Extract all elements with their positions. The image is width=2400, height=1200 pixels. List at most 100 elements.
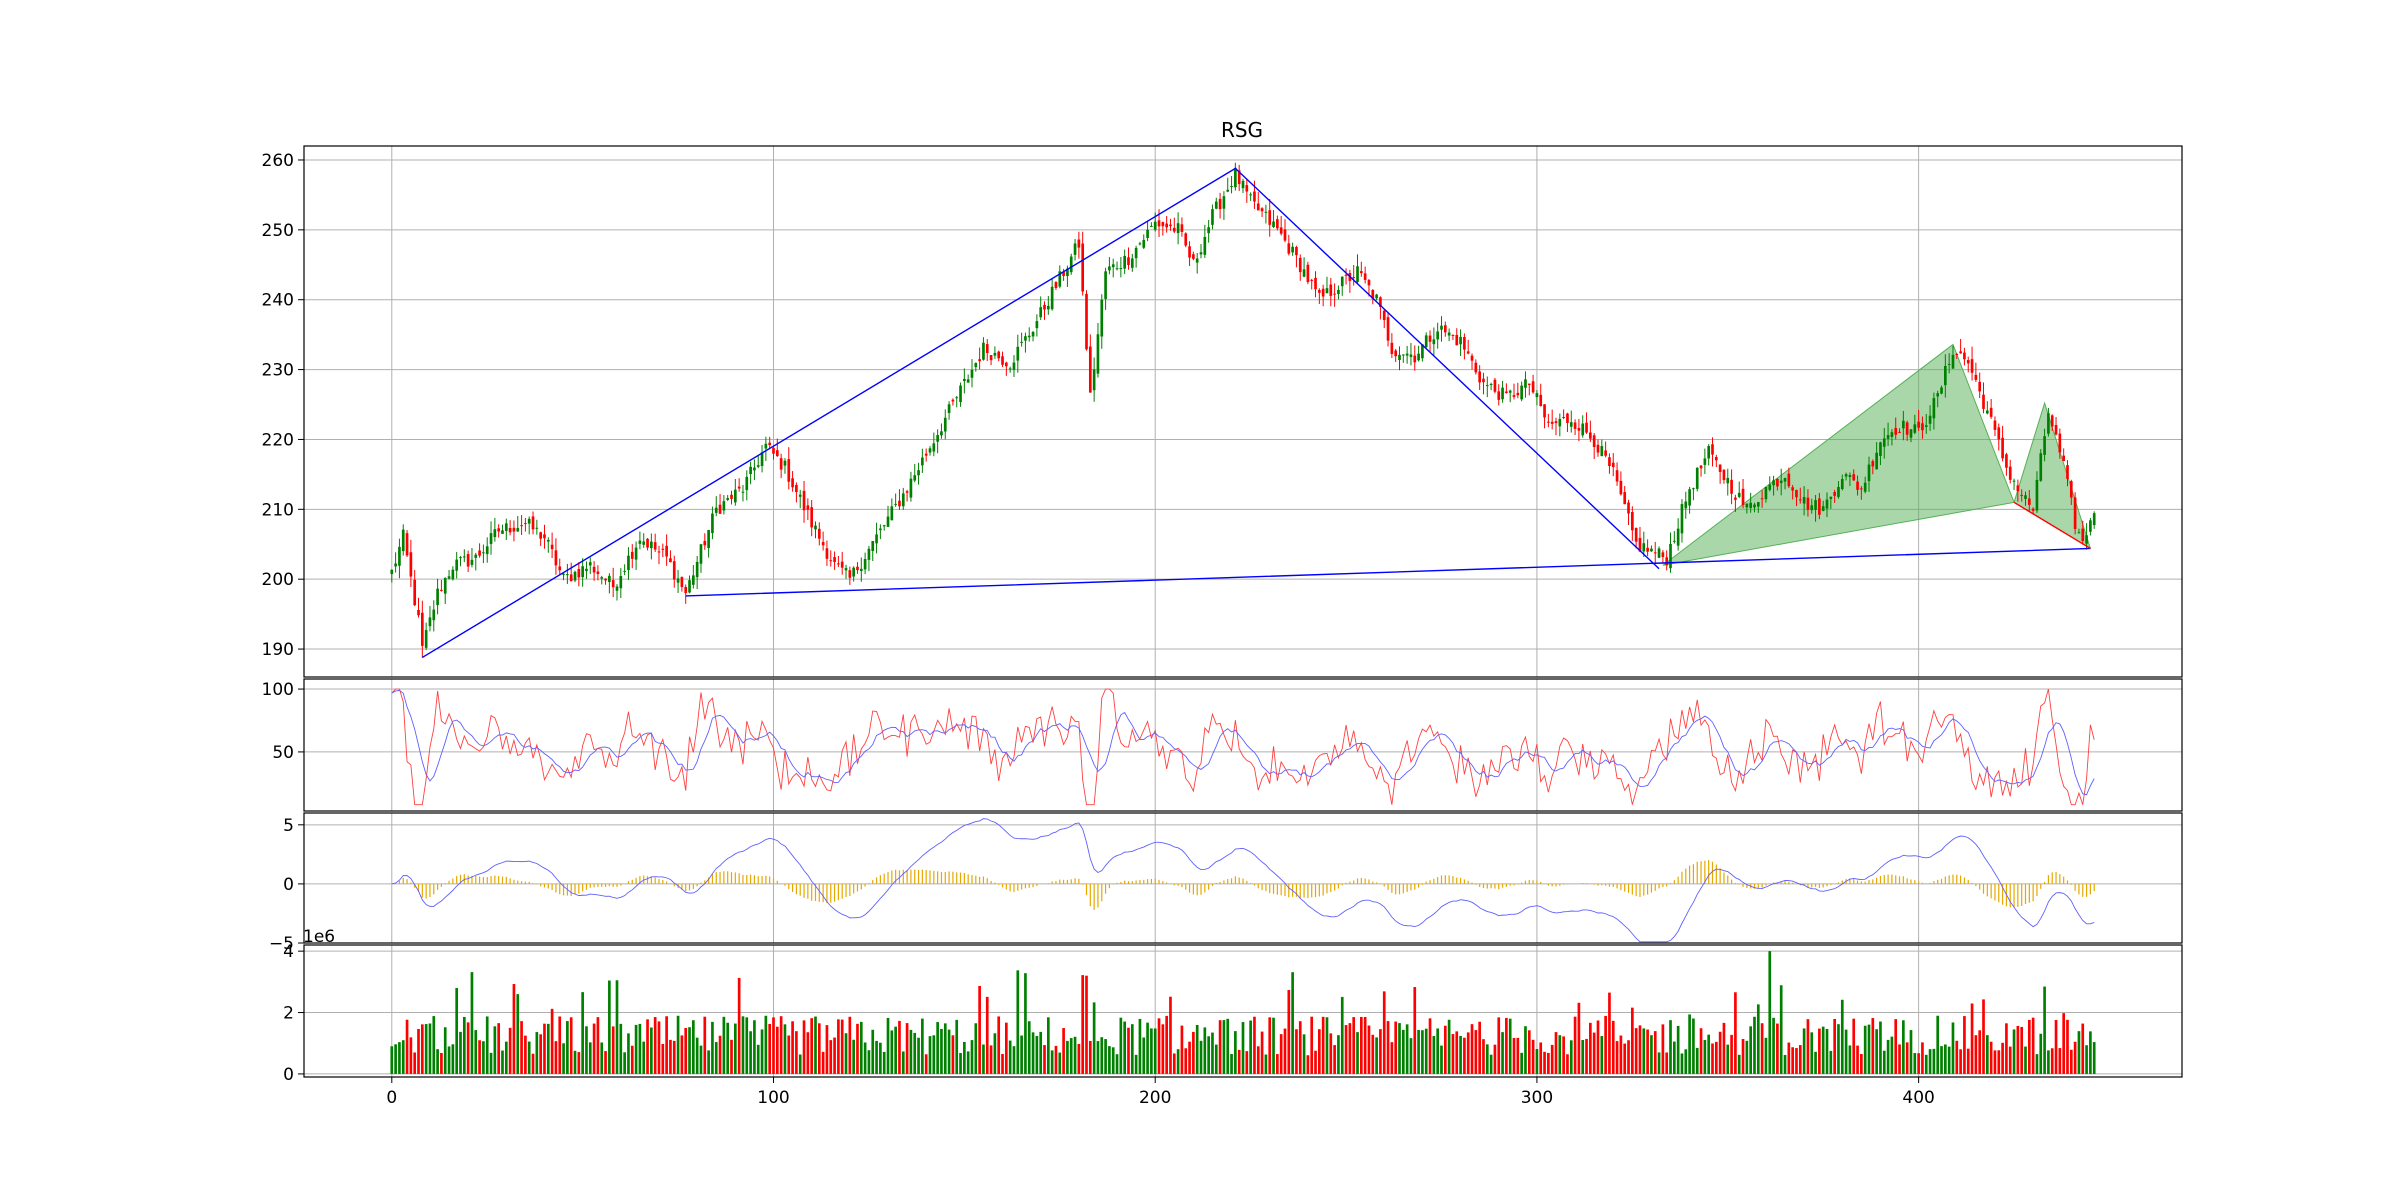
candle-body <box>1787 473 1791 487</box>
candle-body <box>1405 353 1409 356</box>
volume-bar <box>1833 1018 1836 1074</box>
candle-body <box>1432 339 1436 345</box>
volume-bar <box>1631 1007 1634 1074</box>
candle-body <box>1237 170 1241 185</box>
volume-bar <box>760 1029 764 1074</box>
candle-body <box>413 579 417 606</box>
volume-bar <box>1119 1017 1123 1074</box>
volume-bar <box>1146 1022 1149 1074</box>
candle-body <box>661 548 665 550</box>
volume-bar <box>1199 1040 1203 1074</box>
candle-body <box>959 385 962 403</box>
volume-bar <box>1615 1041 1619 1074</box>
volume-bar <box>436 1049 439 1074</box>
volume-bar <box>1138 1018 1142 1074</box>
volume-bar <box>661 1044 665 1074</box>
volume-bar <box>1226 1018 1230 1074</box>
volume-bar <box>2001 1042 2004 1074</box>
volume-bar <box>417 1029 420 1074</box>
candle-body <box>768 442 772 446</box>
volume-bar <box>1302 1034 1306 1074</box>
candle-body <box>1699 465 1703 469</box>
volume-bar <box>1356 1032 1359 1074</box>
candle-body <box>1684 501 1688 509</box>
volume-bar <box>558 1016 562 1074</box>
volume-bar <box>1875 1029 1878 1074</box>
volume-bar <box>390 1046 394 1074</box>
volume-bar <box>1726 1044 1730 1074</box>
volume-bar <box>520 1021 523 1074</box>
volume-bar <box>963 1041 966 1074</box>
candle-body <box>1829 496 1833 499</box>
pattern-trend-line <box>421 167 1660 659</box>
volume-bar <box>1447 1019 1451 1074</box>
candle-body <box>600 577 604 579</box>
candle-body <box>1848 475 1852 478</box>
volume-bar <box>730 1039 733 1074</box>
volume-bar <box>2069 1049 2073 1074</box>
volume-bar <box>1730 1034 1733 1074</box>
volume-bar <box>1157 1018 1161 1074</box>
volume-bar <box>1127 1027 1130 1074</box>
candle-body <box>791 478 794 488</box>
volume-bar <box>1527 1030 1531 1074</box>
volume-bar <box>501 1050 504 1074</box>
volume-bar <box>1764 1037 1768 1074</box>
candle-body <box>1104 271 1107 299</box>
volume-bar <box>1485 1044 1489 1074</box>
volume-bar <box>1642 1028 1646 1074</box>
candle-body <box>1535 393 1539 398</box>
candle-body <box>1264 211 1268 213</box>
y-tick-label: 200 <box>262 570 294 590</box>
volume-bar <box>1085 975 1088 1074</box>
candle-body <box>1108 266 1111 271</box>
volume-bar <box>1512 1037 1516 1074</box>
candle-body <box>1741 488 1745 506</box>
volume-bar <box>2066 1019 2069 1074</box>
volume-bar <box>1695 1047 1699 1074</box>
volume-bar <box>898 1020 901 1074</box>
candle-body <box>795 484 798 493</box>
candle-body <box>1039 307 1043 318</box>
candle-body <box>1814 500 1817 510</box>
volume-bar <box>1795 1048 1798 1074</box>
volume-bar <box>1058 1052 1062 1074</box>
volume-bar <box>1130 1024 1134 1074</box>
volume-bar <box>493 1026 497 1074</box>
volume-bar <box>1661 1024 1665 1074</box>
volume-bar <box>1924 1054 1928 1074</box>
candle-body <box>2027 498 2031 505</box>
volume-bar <box>859 1021 863 1074</box>
volume-bar <box>1734 992 1737 1074</box>
volume-bar <box>554 1041 558 1074</box>
candle-body <box>440 589 443 591</box>
volume-bar <box>1680 1053 1684 1074</box>
volume-bar <box>2035 1054 2039 1074</box>
candle-body <box>1917 421 1920 428</box>
candle-body <box>1371 289 1375 299</box>
candle-body <box>1249 194 1252 196</box>
candle-body <box>1527 383 1531 385</box>
volume-bar <box>1619 1035 1623 1074</box>
candle-body <box>424 630 428 648</box>
candle-body <box>550 544 554 550</box>
candle-body <box>512 527 516 532</box>
candle-body <box>1337 289 1340 295</box>
candle-body <box>1634 527 1638 542</box>
candle-body <box>1203 236 1207 255</box>
x-tick-label: 0 <box>386 1088 397 1108</box>
candle-body <box>493 529 497 538</box>
candle-body <box>783 460 787 466</box>
volume-bar <box>741 1016 745 1074</box>
candle-body <box>1798 499 1802 501</box>
volume-bar <box>1672 1041 1676 1074</box>
volume-bar <box>1455 1031 1459 1074</box>
volume-bar <box>543 1023 546 1074</box>
candle-body <box>1161 222 1165 227</box>
candle-body <box>516 528 520 532</box>
candle-body <box>1940 387 1943 394</box>
volume-bar <box>1959 1049 1962 1074</box>
candle-body <box>432 609 436 621</box>
volume-bar <box>1879 1021 1882 1074</box>
volume-bar <box>1772 1017 1775 1074</box>
